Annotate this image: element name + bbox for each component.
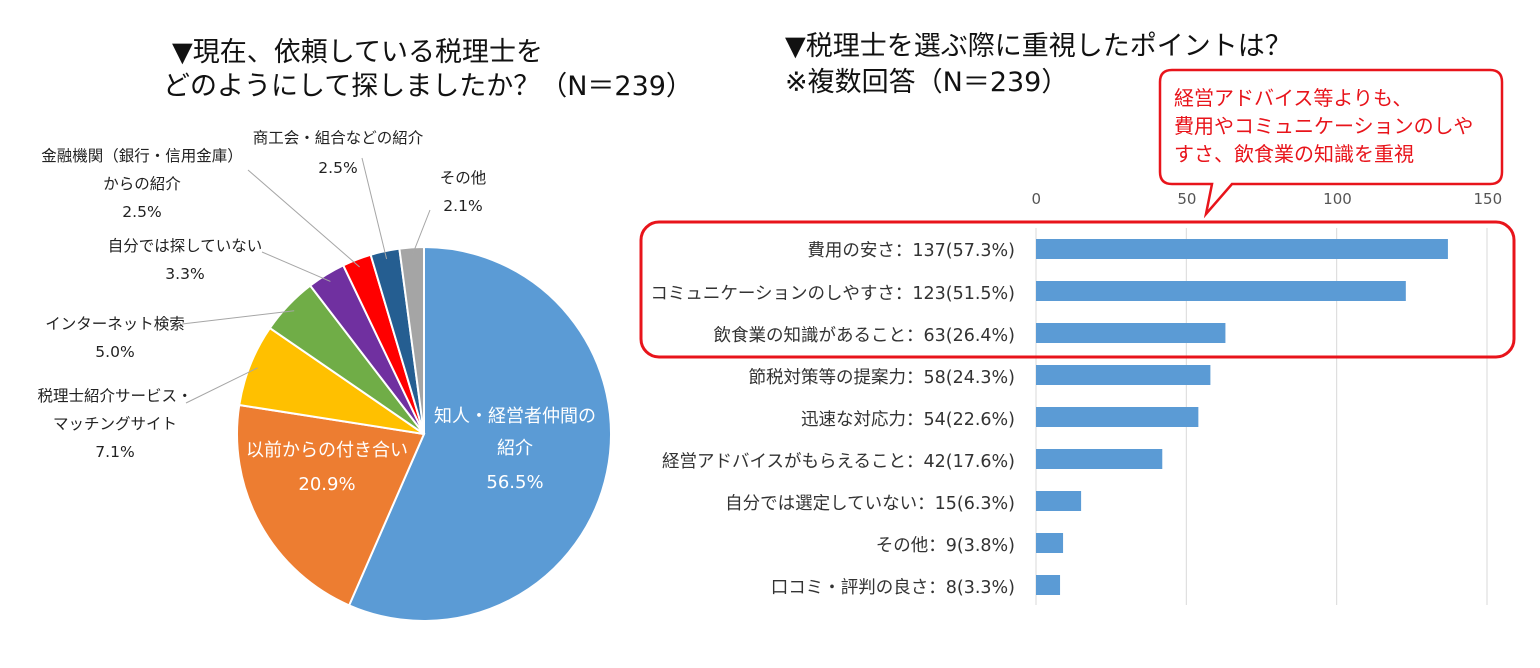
pie-leader-line	[411, 209, 431, 256]
callout-line3: すさ、飲食業の知識を重視	[1174, 142, 1414, 166]
bar	[1036, 407, 1199, 427]
x-tick-label: 100	[1323, 190, 1352, 208]
bar-category-label: その他：9(3.8%)	[875, 536, 1015, 556]
pie-label-s5-line2: からの紹介	[103, 175, 181, 193]
pie-label-s3: インターネット検索	[45, 315, 185, 333]
bar	[1036, 449, 1163, 469]
x-tick-label: 0	[1031, 190, 1042, 208]
bar	[1036, 323, 1226, 343]
bar	[1036, 365, 1211, 385]
bar-category-label: 迅速な対応力：54(22.6%)	[800, 410, 1015, 430]
x-tick-label: 50	[1177, 190, 1197, 208]
bar-category-label: コミュニケーションのしやすさ：123(51.5%)	[650, 284, 1015, 304]
bar-title-line1: ▼税理士を選ぶ際に重視したポイントは？	[785, 31, 1292, 62]
pie-label-s4-pct: 3.3%	[165, 265, 205, 283]
pie-leader-line	[261, 251, 331, 282]
pie-label-s5-pct: 2.5%	[122, 203, 162, 221]
x-tick-label: 150	[1473, 190, 1503, 208]
bar	[1036, 239, 1448, 259]
pie-slice	[398, 245, 425, 435]
pie-label-s5-line1: 金融機関（銀行・信用金庫）	[41, 147, 243, 165]
pie-label-s2-pct: 7.1%	[95, 443, 135, 461]
pie-label-s7-pct: 2.1%	[443, 197, 483, 215]
pie-label-s2-line2: マッチングサイト	[52, 415, 177, 433]
pie-label-s6-pct: 2.5%	[318, 159, 358, 177]
pie-leader-line	[361, 157, 388, 260]
pie-label-s3-pct: 5.0%	[95, 343, 135, 361]
bar-category-label: 口コミ・評判の良さ：8(3.3%)	[770, 578, 1015, 598]
callout-box	[1158, 68, 1504, 219]
bar-category-label: 費用の安さ：137(57.3%)	[807, 241, 1015, 261]
pie-slice	[236, 403, 426, 607]
bar	[1036, 281, 1406, 301]
bar-category-label: 飲食業の知識があること：63(26.4%)	[713, 326, 1015, 346]
pie-inside-label-s0-line2: 紹介	[497, 438, 533, 459]
bar-category-label: 経営アドバイスがもらえること：42(17.6%)	[662, 452, 1015, 472]
pie-leader-line	[181, 310, 295, 325]
pie-slice	[347, 245, 612, 622]
bar-title-line2: ※複数回答（N＝239）	[785, 67, 1069, 98]
pie-leader-line	[247, 169, 360, 268]
callout-line2: 費用やコミュニケーションのしや	[1174, 114, 1474, 138]
highlight-box	[639, 220, 1516, 359]
pie-title-line2: どのようにして探しましたか？（N＝239）	[163, 71, 693, 102]
pie-inside-label-s1: 以前からの付き合い	[246, 440, 408, 461]
pie-inside-pct-s1: 20.9%	[298, 474, 356, 495]
bar-category-label: 節税対策等の提案力：58(24.3%)	[748, 368, 1015, 388]
pie-label-s4: 自分では探していない	[107, 237, 263, 255]
callout-line1: 経営アドバイス等よりも、	[1174, 86, 1413, 110]
pie-title-line1: ▼現在、依頼している税理士を	[172, 37, 543, 68]
pie-label-s6: 商工会・組合などの紹介	[252, 129, 424, 147]
pie-inside-pct-s0: 56.5%	[486, 472, 544, 493]
bar	[1036, 491, 1082, 511]
bar	[1036, 533, 1064, 553]
pie-leader-line	[185, 367, 258, 404]
pie-inside-label-s0-line1: 知人・経営者仲間の	[434, 406, 596, 427]
pie-label-s7: その他	[439, 169, 487, 187]
pie-label-s2-line1: 税理士紹介サービス・	[37, 387, 193, 405]
bar-category-label: 自分では選定していない：15(6.3%)	[725, 494, 1015, 514]
bar	[1036, 575, 1061, 595]
